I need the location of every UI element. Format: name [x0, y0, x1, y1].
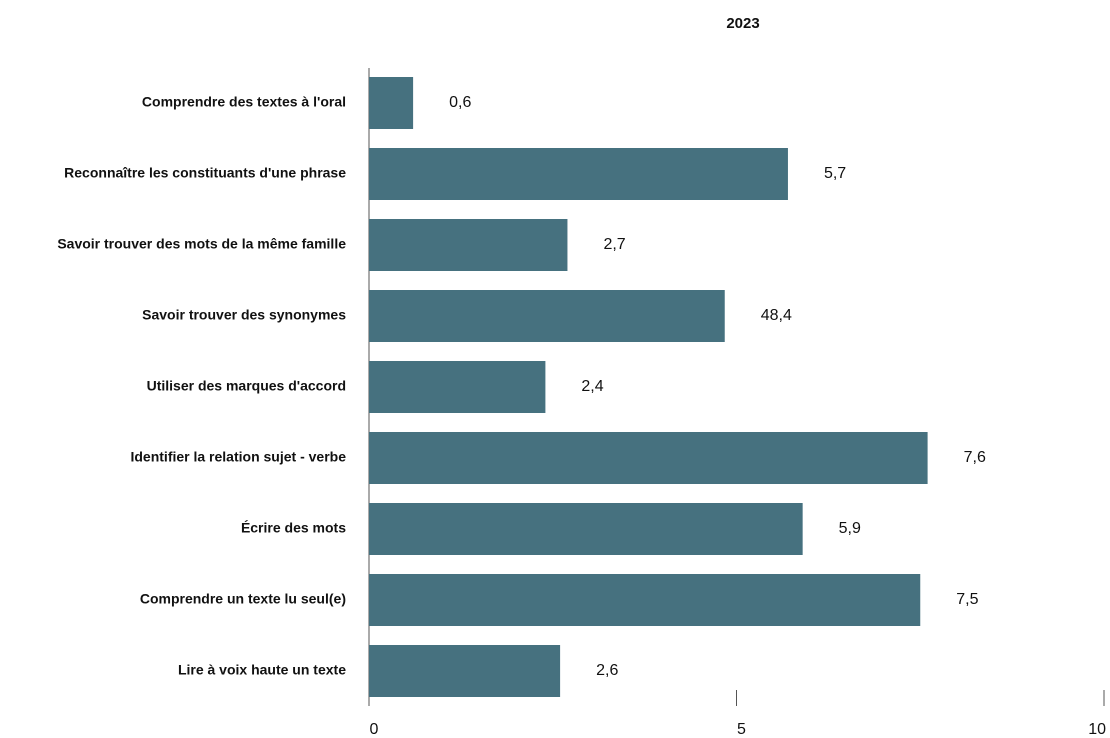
bar [369, 503, 803, 555]
value-label: 7,5 [956, 591, 978, 608]
value-label: 2,7 [603, 236, 625, 253]
category-label: Comprendre des textes à l'oral [142, 94, 346, 110]
value-label: 2,4 [581, 378, 603, 395]
value-label: 2,6 [596, 662, 618, 679]
x-tick-label: 5 [737, 721, 746, 738]
bar [369, 432, 928, 484]
category-label: Reconnaître les constituants d'une phras… [64, 165, 346, 181]
category-label: Savoir trouver des mots de la même famil… [57, 236, 346, 252]
x-tick-label: 10 [1088, 721, 1106, 738]
category-label: Lire à voix haute un texte [178, 662, 346, 678]
bar [369, 77, 414, 129]
bar [369, 361, 546, 413]
value-label: 5,9 [839, 520, 861, 537]
value-label: 48,4 [761, 307, 792, 324]
bar [369, 290, 725, 342]
chart-title: 2023 [726, 15, 759, 32]
value-label: 7,6 [964, 449, 986, 466]
category-label: Comprendre un texte lu seul(e) [140, 591, 346, 607]
category-label: Écrire des mots [241, 520, 346, 536]
bar [369, 574, 921, 626]
value-label: 0,6 [449, 94, 471, 111]
x-tick-label: 0 [370, 721, 379, 738]
bar [369, 219, 568, 271]
category-label: Identifier la relation sujet - verbe [130, 449, 346, 465]
category-label: Utiliser des marques d'accord [147, 378, 346, 394]
bar [369, 645, 561, 697]
value-label: 5,7 [824, 165, 846, 182]
bar [369, 148, 788, 200]
category-label: Savoir trouver des synonymes [142, 307, 346, 323]
